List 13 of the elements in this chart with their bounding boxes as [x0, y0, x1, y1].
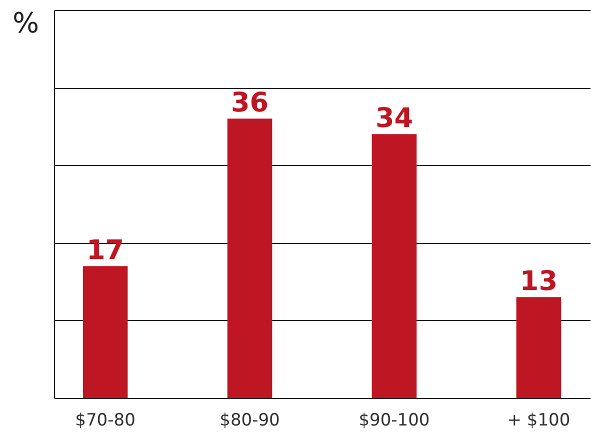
bar [82, 266, 128, 398]
data-label: 17 [86, 235, 124, 266]
data-label: 36 [230, 88, 269, 119]
x-tick-label: + $100 [507, 410, 570, 430]
data-label: 34 [375, 103, 414, 134]
y-axis-title: % [12, 6, 40, 40]
x-tick-label: $90-100 [358, 410, 430, 430]
x-tick-label: $70-80 [75, 410, 136, 430]
x-tick-label: $80-90 [220, 410, 280, 430]
bar [227, 118, 272, 398]
bar [372, 134, 417, 398]
data-label: 13 [520, 266, 558, 298]
bar [516, 297, 562, 398]
